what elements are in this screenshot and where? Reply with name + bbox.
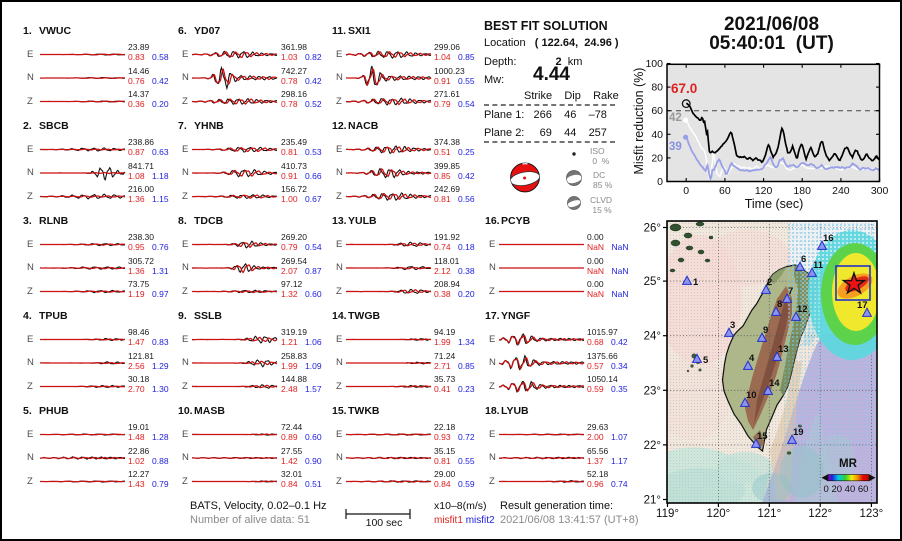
svg-text:23°: 23° (644, 385, 661, 397)
svg-text:4: 4 (749, 353, 755, 364)
svg-text:7: 7 (788, 286, 793, 297)
svg-text:2: 2 (767, 277, 772, 288)
svg-text:42: 42 (669, 112, 682, 124)
svg-text:3: 3 (730, 320, 735, 331)
svg-text:16: 16 (823, 233, 834, 244)
svg-text:10: 10 (746, 390, 757, 401)
svg-text:120°: 120° (707, 508, 731, 520)
svg-text:0: 0 (657, 176, 663, 188)
svg-text:60: 60 (651, 105, 663, 117)
svg-text:17: 17 (857, 300, 868, 311)
svg-text:8: 8 (777, 299, 782, 310)
svg-text:13: 13 (778, 344, 789, 355)
svg-text:24°: 24° (644, 331, 661, 343)
svg-text:80: 80 (651, 82, 663, 94)
svg-text:40: 40 (651, 129, 663, 141)
svg-text:19: 19 (793, 427, 804, 438)
svg-text:21°: 21° (644, 495, 661, 507)
svg-text:Misfit reduction (%): Misfit reduction (%) (632, 68, 646, 175)
svg-text:26°: 26° (644, 223, 661, 235)
svg-text:67.0: 67.0 (671, 81, 697, 96)
svg-text:14: 14 (769, 378, 780, 389)
svg-text:Time (sec): Time (sec) (745, 197, 804, 211)
svg-text:25°: 25° (644, 276, 661, 288)
svg-text:123°: 123° (860, 508, 884, 520)
svg-text:22°: 22° (644, 440, 661, 452)
svg-text:11: 11 (813, 260, 824, 271)
svg-text:121°: 121° (757, 508, 781, 520)
svg-text:100: 100 (645, 58, 663, 70)
svg-text:0: 0 (683, 185, 689, 197)
svg-text:6: 6 (801, 254, 806, 265)
svg-text:122°: 122° (808, 508, 832, 520)
svg-text:1: 1 (693, 277, 699, 288)
svg-text:300: 300 (871, 185, 889, 197)
svg-text:MR: MR (839, 458, 858, 470)
svg-text:39: 39 (669, 141, 682, 153)
svg-text:240: 240 (832, 185, 850, 197)
svg-text:119°: 119° (656, 508, 679, 520)
svg-text:60: 60 (719, 185, 731, 197)
svg-text:12: 12 (797, 304, 808, 315)
svg-text:15: 15 (757, 431, 768, 442)
svg-text:9: 9 (763, 325, 768, 336)
svg-text:0 20 40 60: 0 20 40 60 (824, 484, 869, 495)
svg-text:180: 180 (793, 185, 811, 197)
svg-text:20: 20 (651, 152, 663, 164)
svg-text:5: 5 (703, 355, 709, 366)
svg-text:120: 120 (755, 185, 773, 197)
